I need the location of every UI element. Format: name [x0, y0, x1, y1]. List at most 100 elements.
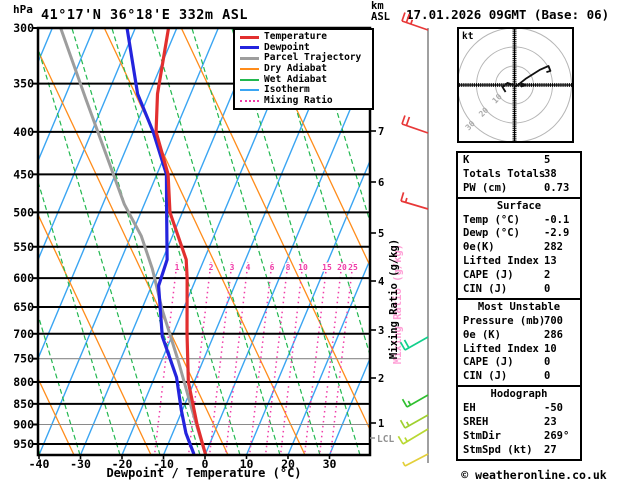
mixing-ratio-value-label: 3	[230, 263, 235, 272]
param-label: SREH	[463, 416, 489, 429]
legend-swatch-isotherm	[240, 89, 259, 92]
param-label: θe(K)	[463, 241, 495, 254]
table-row: θe (K) 286	[458, 329, 580, 343]
isotherm-line	[38, 28, 219, 455]
pressure-axis-unit: hPa	[13, 3, 33, 16]
isotherm-line	[328, 356, 370, 455]
parcel-trajectory-curve	[59, 28, 207, 455]
pressure-tick-label: 350	[13, 77, 34, 91]
temperature-curve	[154, 28, 207, 455]
legend-swatch-mixing-ratio	[240, 99, 259, 102]
param-label: PW (cm)	[463, 181, 508, 194]
km-tick-label: 1	[378, 418, 384, 430]
temp-tick-label: -10	[153, 457, 174, 471]
dry-adiabat-line	[180, 28, 370, 431]
pressure-tick-label: 500	[13, 205, 34, 219]
pressure-tick-label: 900	[13, 417, 34, 431]
station-title: 41°17'N 36°18'E 332m ASL	[41, 7, 249, 23]
legend-label: Wet Adiabat	[264, 73, 327, 85]
wind-barb-icon	[400, 192, 429, 210]
table-section-header: Most Unstable	[477, 300, 561, 313]
pressure-tick-label: 750	[13, 352, 34, 366]
temp-tick-label: -20	[112, 457, 133, 471]
legend-item: Wet Adiabat	[235, 74, 372, 85]
plot-border	[36, 26, 372, 457]
legend-item: Dewpoint	[235, 42, 372, 54]
temp-tick-label: 10	[240, 457, 254, 471]
wet-adiabat-line	[38, 46, 161, 455]
legend-item: Dry Adiabat	[235, 64, 372, 75]
lcl-label: LCL	[377, 434, 394, 445]
isotherm-line	[38, 28, 95, 163]
param-value: 282	[544, 241, 563, 254]
table-section-header: Surface	[496, 199, 542, 212]
table-row: Temp (°C) -0.1	[458, 214, 580, 228]
dry-adiabat-line	[38, 213, 152, 455]
legend-label: Isotherm	[264, 84, 310, 96]
param-value: 23	[544, 416, 557, 429]
wet-adiabat-line	[38, 312, 81, 455]
table-row: PW (cm) 0.73	[458, 182, 580, 196]
legend-box: Temperature Dewpoint Parcel Trajectory Dry …	[233, 28, 374, 111]
pressure-tick-label: 550	[13, 240, 34, 254]
temp-tick-label: 0	[202, 457, 209, 471]
param-value: -2.9	[544, 227, 570, 240]
temp-tick-label: 30	[323, 457, 337, 471]
altitude-axis-unit: km ASL	[371, 1, 390, 23]
legend-item: Temperature	[235, 32, 372, 43]
param-value: 0	[544, 356, 551, 369]
pressure-tick-label: 400	[13, 125, 34, 139]
param-label: Dewp (°C)	[463, 227, 520, 240]
param-label: CIN (J)	[463, 283, 508, 296]
dewpoint-curve	[125, 28, 196, 455]
pressure-tick-label: 700	[13, 327, 34, 341]
mixing-ratio-line	[154, 261, 178, 454]
mixing-ratio-line	[319, 261, 343, 454]
altitude-unit-km: km	[371, 0, 384, 12]
wind-barb-icon	[402, 453, 429, 467]
pressure-tick-label: 300	[13, 21, 34, 35]
legend-item: Parcel Trajectory	[235, 53, 372, 64]
legend-swatch-temperature	[240, 35, 259, 39]
wet-adiabat-line	[151, 28, 281, 455]
wind-barb-icon	[401, 394, 429, 408]
param-label: StmSpd (kt)	[463, 443, 533, 456]
param-label: Lifted Index	[463, 342, 539, 355]
table-row: Totals Totals 38	[458, 168, 580, 182]
table-row: Lifted Index 13	[458, 255, 580, 269]
pressure-tick-label: 450	[13, 167, 34, 181]
hodograph-ring-label: 20	[477, 106, 490, 119]
altitude-unit-asl: ASL	[371, 11, 390, 23]
plot-area: 1 2 3 4 6 8 10 15 20 25	[38, 28, 370, 455]
table-row: SREH 23	[458, 416, 580, 430]
wind-barb-icon	[401, 12, 429, 31]
pressure-tick-label: 950	[13, 437, 34, 451]
dry-adiabat-line	[38, 49, 229, 455]
table-row: Pressure (mb) 700	[458, 315, 580, 329]
mixing-ratio-line	[188, 261, 212, 454]
wet-adiabat-line	[111, 28, 241, 455]
legend-label: Dry Adiabat	[264, 63, 327, 75]
param-label: Lifted Index	[463, 255, 539, 268]
param-value: 2	[544, 269, 551, 282]
dry-adiabat-line	[38, 376, 75, 455]
isotherm-line	[245, 159, 370, 455]
legend-label: Temperature	[264, 31, 327, 43]
table-section-hodograph: Hodograph EH -50 SREH 23 StmDir 269° StmSpd (kt…	[456, 385, 582, 461]
x-axis-label: Dewpoint / Temperature (°C)	[106, 466, 302, 480]
param-value: 286	[544, 328, 563, 341]
wind-barb-icon	[397, 428, 429, 445]
param-label: Pressure (mb)	[463, 314, 546, 327]
param-label: Temp (°C)	[463, 213, 520, 226]
mixing-ratio-value-label: 10	[298, 263, 308, 272]
legend-label: Mixing Ratio	[264, 94, 333, 106]
hodograph-ring-label: 30	[464, 119, 477, 132]
legend-swatch-dry-adiabat	[240, 68, 259, 71]
mixing-ratio-value-label: 6	[270, 263, 275, 272]
param-value: 10	[544, 342, 557, 355]
pressure-tick-label: 850	[13, 397, 34, 411]
parameter-table: K 5 Totals Totals 38 PW (cm) 0.73 Surface Temp …	[456, 151, 582, 461]
pressure-tick-label: 800	[13, 375, 34, 389]
